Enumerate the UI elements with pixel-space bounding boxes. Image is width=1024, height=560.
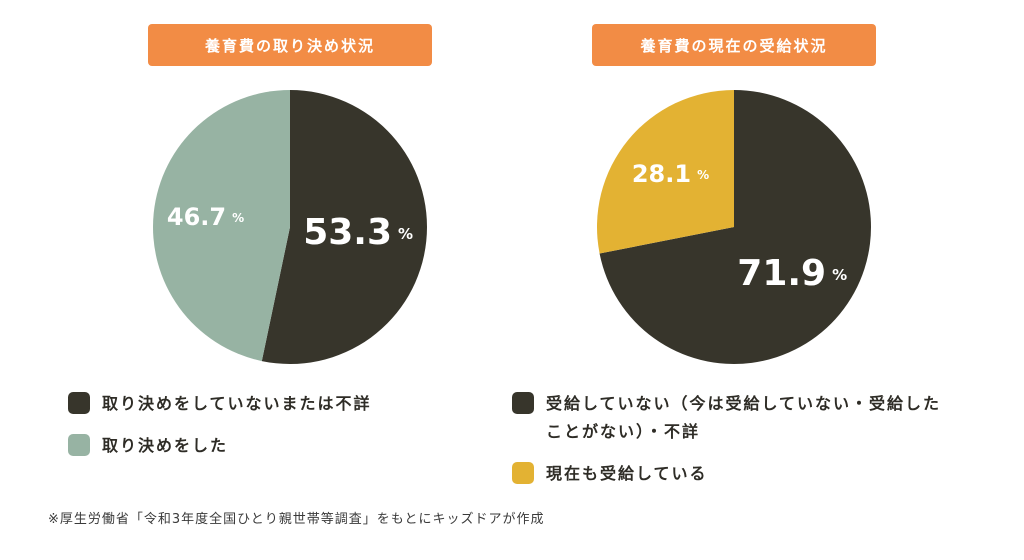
legend-item: 取り決めをしていないまたは不詳 bbox=[68, 390, 488, 418]
data-label: 28.1% bbox=[632, 160, 709, 188]
legend-item: 受給していない（今は受給していない・受給したことがない）・不詳 bbox=[512, 390, 952, 446]
legend: 取り決めをしていないまたは不詳 取り決めをした bbox=[68, 390, 488, 474]
data-label: 71.9% bbox=[737, 253, 847, 294]
legend-swatch bbox=[68, 392, 90, 414]
pie-slice bbox=[597, 90, 734, 254]
pie-slice bbox=[153, 90, 290, 362]
chart-panel-receipt: 養育費の現在の受給状況 71.9% 28.1% 受給していない（今は受給していない… bbox=[512, 0, 1024, 560]
legend-label: 現在も受給している bbox=[546, 464, 708, 483]
data-label: 53.3% bbox=[303, 212, 413, 253]
pie-chart-arrangement: 53.3 % 46.7% bbox=[153, 90, 427, 364]
pie-slice bbox=[261, 90, 427, 364]
legend: 受給していない（今は受給していない・受給したことがない）・不詳 現在も受給してい… bbox=[512, 390, 952, 502]
chart-title: 養育費の現在の受給状況 bbox=[592, 24, 876, 66]
legend-swatch bbox=[512, 392, 534, 414]
legend-item: 取り決めをした bbox=[68, 432, 488, 460]
legend-item: 現在も受給している bbox=[512, 460, 952, 488]
pie-slice bbox=[599, 90, 871, 364]
legend-label: 取り決めをした bbox=[102, 436, 229, 455]
data-label: 46.7% bbox=[167, 203, 244, 231]
legend-swatch bbox=[512, 462, 534, 484]
pie-chart-receipt: 71.9 % 28.1% bbox=[597, 90, 871, 364]
chart-panel-arrangement: 養育費の取り決め状況 53.3% 46.7% 取り決めをしていないまたは不詳 取り… bbox=[68, 24, 488, 474]
legend-label: 受給していない（今は受給していない・受給したことがない）・不詳 bbox=[546, 394, 942, 441]
legend-swatch bbox=[68, 434, 90, 456]
legend-label: 取り決めをしていないまたは不詳 bbox=[102, 394, 372, 413]
chart-title: 養育費の取り決め状況 bbox=[148, 24, 432, 66]
source-footnote: ※厚生労働省「令和3年度全国ひとり親世帯等調査」をもとにキッズドアが作成 bbox=[48, 512, 545, 527]
